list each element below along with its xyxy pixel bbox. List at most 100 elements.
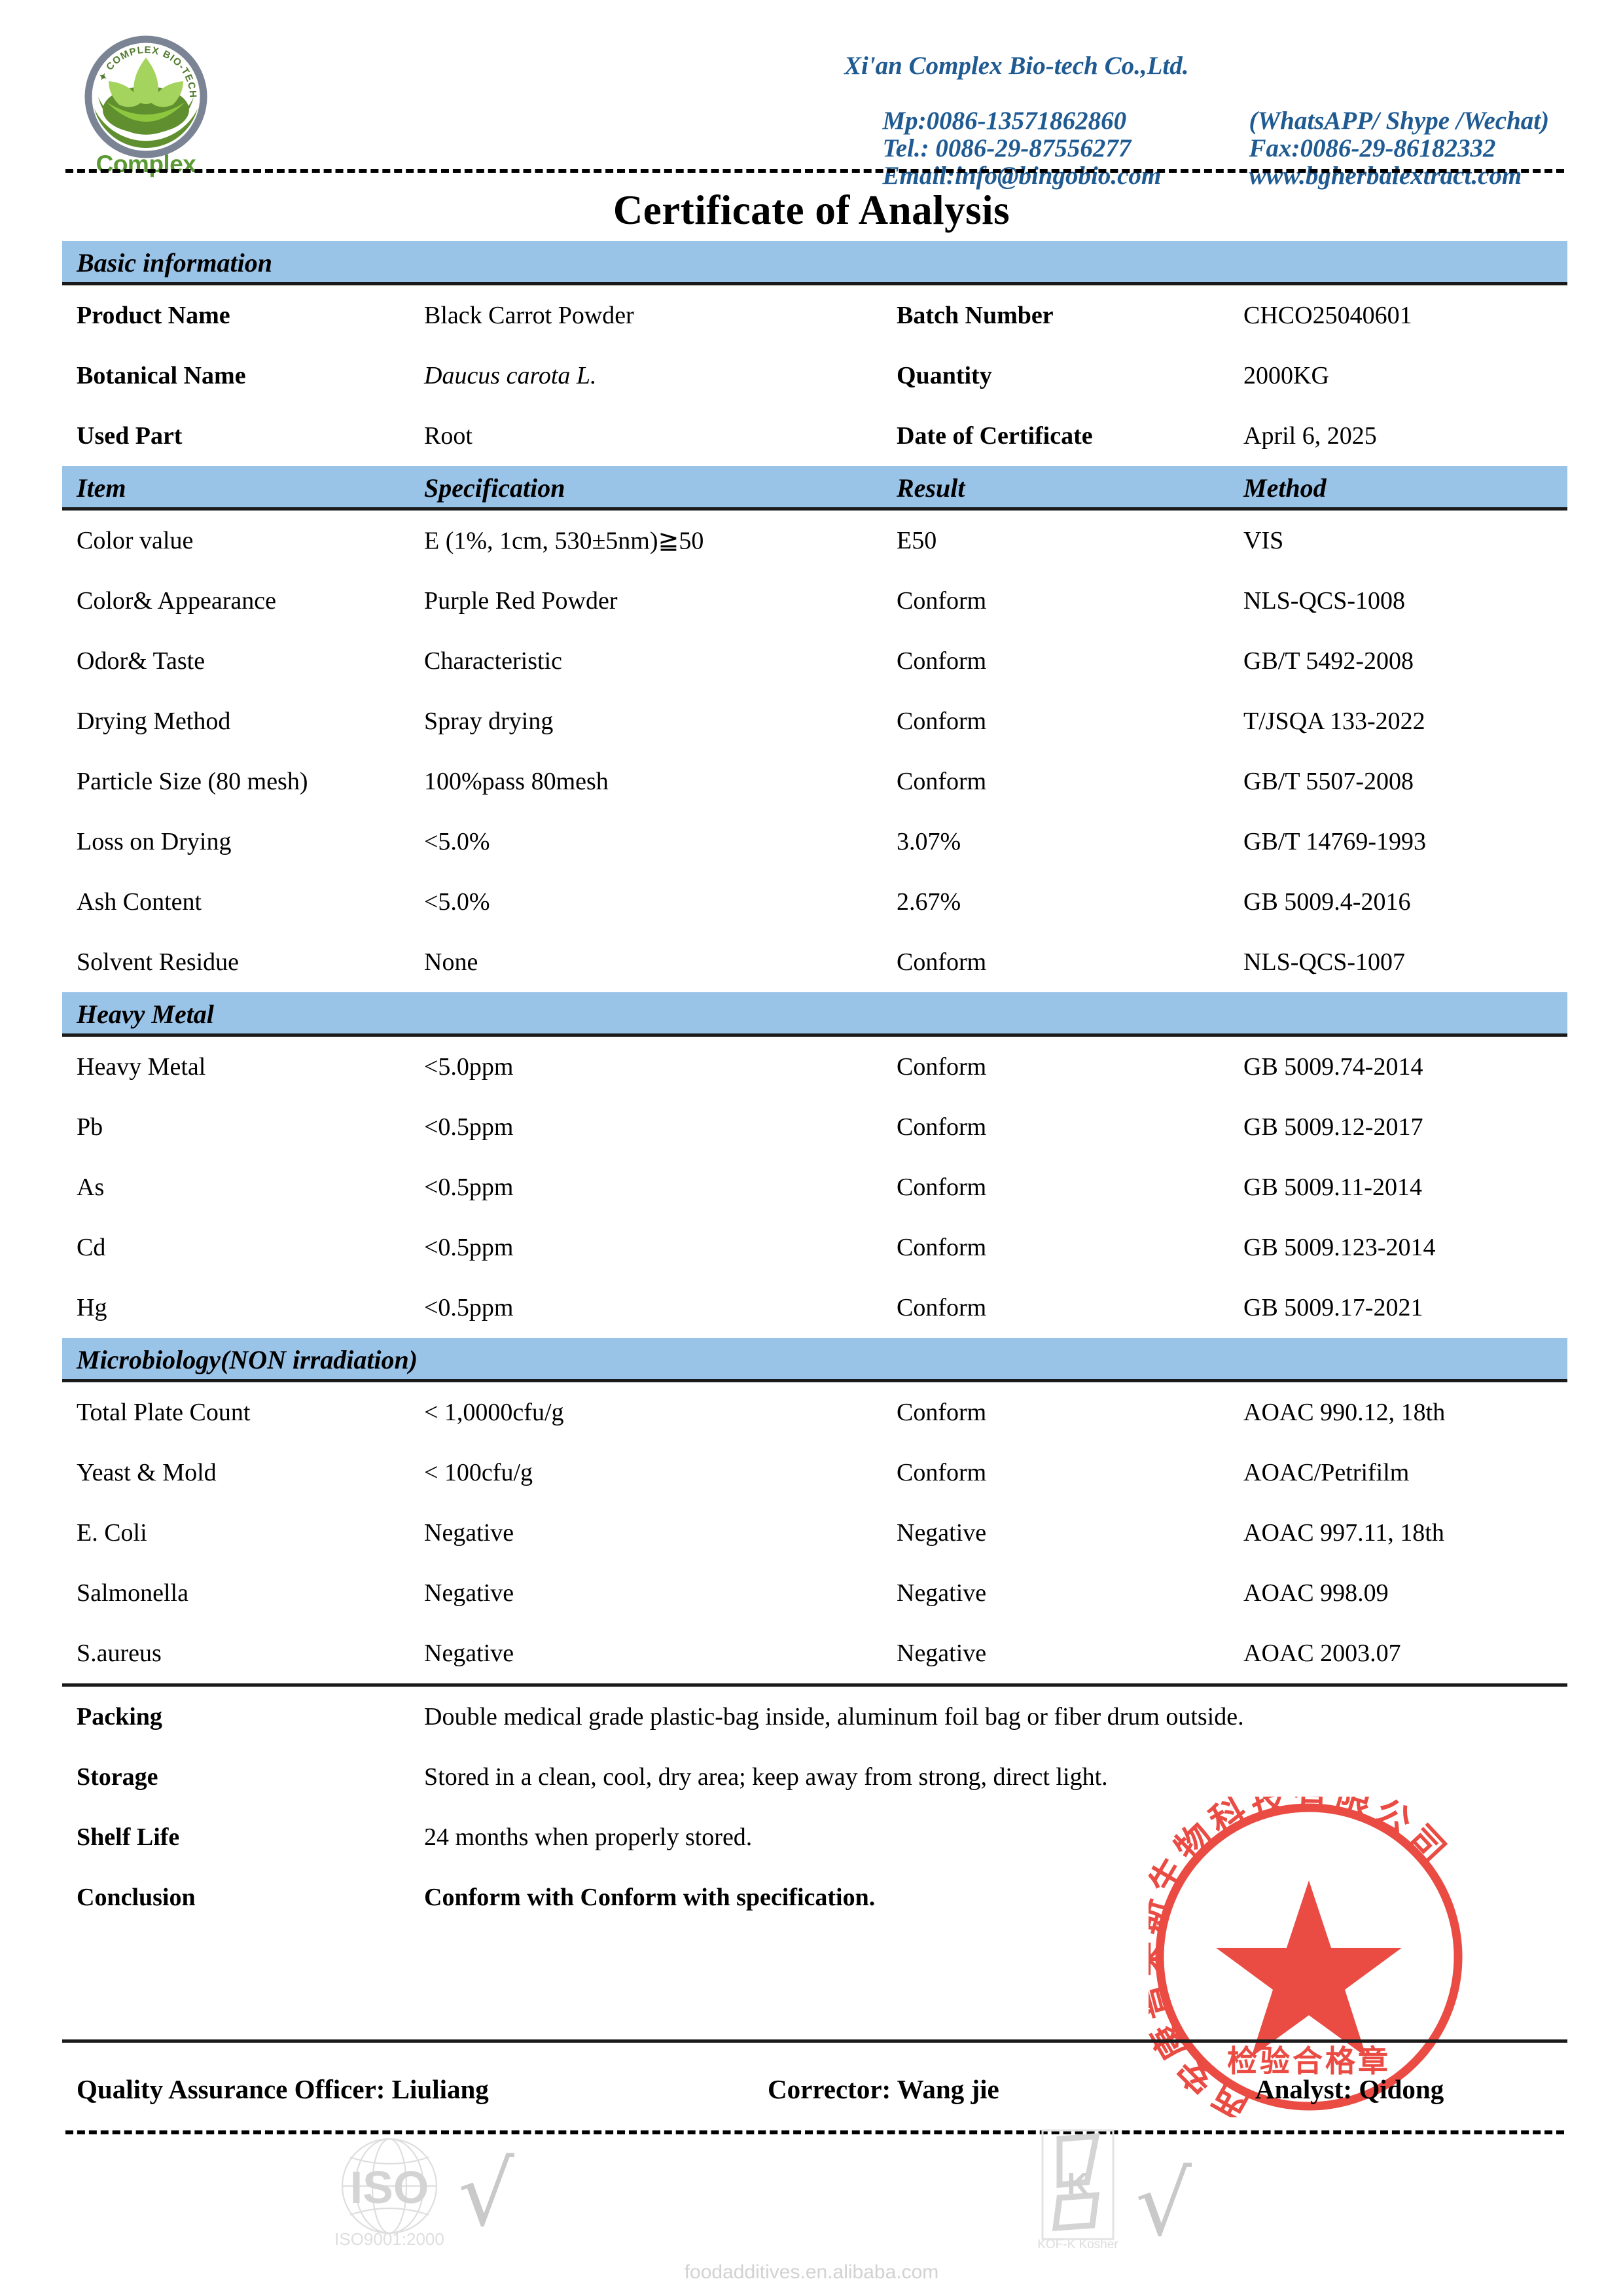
cell-result: Negative [897,1640,987,1667]
value-used-part: Root [424,422,473,450]
svg-text:ISO9001:2000: ISO9001:2000 [334,2229,444,2249]
label-conclusion: Conclusion [77,1884,196,1911]
table-row: Odor& Taste Characteristic Conform GB/T … [62,631,1567,691]
cell-item: Particle Size (80 mesh) [77,768,308,795]
table-row: Cd <0.5ppm Conform GB 5009.123-2014 [62,1217,1567,1278]
company-tel: Tel.: 0086-29-87556277 [882,134,1132,162]
company-email[interactable]: Email:info@bingobio.com [882,162,1162,190]
iso-check-icon: √ [458,2143,515,2246]
cell-item: Odor& Taste [77,647,205,675]
company-website[interactable]: www.bgherbalextract.com [1249,162,1522,190]
cell-item: Pb [77,1113,103,1141]
section-header-microbiology: Microbiology(NON irradiation) [62,1338,1567,1382]
cell-method: GB 5009.4-2016 [1243,888,1411,916]
cell-method: AOAC 2003.07 [1243,1640,1401,1667]
signature-quality-assurance-officer: Quality Assurance Officer: Liuliang [77,2074,489,2104]
table-row: Product Name Black Carrot Powder Batch N… [62,285,1567,346]
cell-spec: Negative [424,1640,514,1667]
table-row: Ash Content <5.0% 2.67% GB 5009.4-2016 [62,872,1567,932]
table-row: E. Coli Negative Negative AOAC 997.11, 1… [62,1503,1567,1563]
column-header-method: Method [1243,473,1327,503]
cell-result: Conform [897,768,987,795]
cell-result: Negative [897,1519,987,1547]
cell-item: Yeast & Mold [77,1459,217,1486]
cell-spec: Spray drying [424,708,554,735]
site-watermark: foodadditives.en.alibaba.com [684,2261,939,2283]
signature-row: Quality Assurance Officer: Liuliang Corr… [62,2073,1567,2132]
company-mobile: Mp:0086-13571862860 [882,107,1127,135]
label-product-name: Product Name [77,302,230,329]
cell-method: GB 5009.12-2017 [1243,1113,1423,1141]
cell-spec: <0.5ppm [424,1113,514,1141]
cell-method: GB/T 14769-1993 [1243,828,1427,855]
column-header-specification: Specification [424,473,565,503]
value-conclusion: Conform with Conform with specification. [424,1884,876,1911]
cell-item: Cd [77,1234,106,1261]
cell-item: Hg [77,1294,107,1321]
cell-item: Loss on Drying [77,828,232,855]
value-shelf-life: 24 months when properly stored. [424,1823,753,1851]
table-row: Solvent Residue None Conform NLS-QCS-100… [62,932,1567,992]
cell-result: Conform [897,1053,987,1081]
cell-spec: <5.0ppm [424,1053,514,1081]
cell-method: GB 5009.74-2014 [1243,1053,1423,1081]
label-quantity: Quantity [897,362,992,389]
cell-method: NLS-QCS-1007 [1243,948,1406,976]
cell-result: 2.67% [897,888,961,916]
cell-item: Color& Appearance [77,587,276,615]
table-row: Total Plate Count < 1,0000cfu/g Conform … [62,1382,1567,1443]
cell-result: E50 [897,527,937,554]
value-batch-number: CHCO25040601 [1243,302,1412,329]
cell-spec: < 1,0000cfu/g [424,1399,564,1426]
cell-spec: None [424,948,478,976]
cell-result: Conform [897,647,987,675]
cell-item: Total Plate Count [77,1399,251,1426]
section-header-heavy-metal: Heavy Metal [62,992,1567,1037]
signature-analyst: Analyst: Qidong [1255,2074,1444,2104]
label-batch-number: Batch Number [897,302,1054,329]
cell-result: Conform [897,1399,987,1426]
cell-method: GB/T 5492-2008 [1243,647,1414,675]
table-row-packing: Packing Double medical grade plastic-bag… [62,1687,1567,1747]
table-row: Drying Method Spray drying Conform T/JSQ… [62,691,1567,751]
cell-spec: <0.5ppm [424,1234,514,1261]
value-botanical-name: Daucus carota L. [424,362,597,389]
table-row: S.aureus Negative Negative AOAC 2003.07 [62,1623,1567,1683]
section-header-specification-columns: Item Specification Result Method [62,466,1567,511]
cell-result: Conform [897,587,987,615]
cell-spec: Negative [424,1519,514,1547]
cell-method: AOAC 998.09 [1243,1579,1389,1607]
cell-spec: Negative [424,1579,514,1607]
company-mobile-note: (WhatsAPP/ Shype /Wechat) [1249,107,1550,135]
value-quantity: 2000KG [1243,362,1329,389]
cell-method: T/JSQA 133-2022 [1243,708,1425,735]
cell-spec: <5.0% [424,888,490,916]
cell-method: GB 5009.17-2021 [1243,1294,1423,1321]
cell-result: Conform [897,1234,987,1261]
table-row: Yeast & Mold < 100cfu/g Conform AOAC/Pet… [62,1443,1567,1503]
cell-item: Salmonella [77,1579,188,1607]
table-row-conclusion: Conclusion Conform with Conform with spe… [62,1867,1567,1928]
cell-method: GB 5009.11-2014 [1243,1174,1423,1201]
label-shelf-life: Shelf Life [77,1823,180,1851]
certificate-table: Basic information Product Name Black Car… [62,241,1567,1928]
table-row: Color& Appearance Purple Red Powder Conf… [62,571,1567,631]
cell-item: Solvent Residue [77,948,240,976]
signature-corrector: Corrector: Wang jie [768,2074,999,2104]
document-header: ✦ COMPLEX BIO-TECH ✦ Complex Xi'an Compl… [0,0,1623,190]
label-packing: Packing [77,1703,162,1731]
table-row: Used Part Root Date of Certificate April… [62,406,1567,466]
cell-method: NLS-QCS-1008 [1243,587,1406,615]
cell-method: GB 5009.123-2014 [1243,1234,1436,1261]
iso-icon: ISO ISO9001:2000 [334,2138,444,2249]
kosher-icon: K KOF-K Kosher [1037,2129,1118,2251]
svg-text:K: K [1067,2166,1088,2200]
label-storage: Storage [77,1763,158,1791]
section-header-basic-information: Basic information [62,241,1567,285]
header-divider [65,169,1564,173]
label-date-of-certificate: Date of Certificate [897,422,1093,450]
table-row-storage: Storage Stored in a clean, cool, dry are… [62,1747,1567,1807]
company-logo: ✦ COMPLEX BIO-TECH ✦ Complex [66,23,221,182]
logo-wordmark: Complex [96,151,196,177]
kosher-certification-logo: K KOF-K Kosher [1024,2127,1149,2251]
